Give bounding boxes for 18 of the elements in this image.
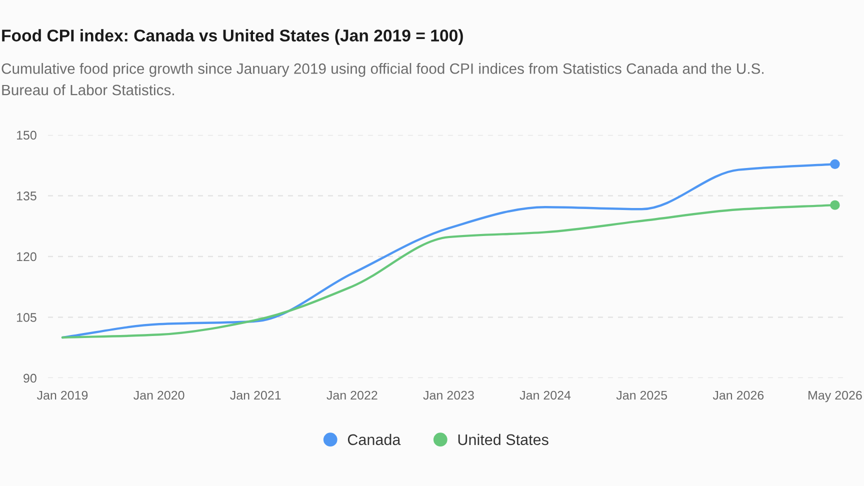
x-tick-label: Jan 2021	[230, 390, 281, 400]
x-tick-label: Jan 2019	[36, 390, 88, 400]
legend-label: Canada	[348, 434, 401, 446]
y-tick-label: 105	[16, 313, 36, 322]
chart-subtitle: Cumulative food price growth since January 2019 using official food CPI indices from Statistics Canada and the U.S. Bureau of Labor Statistics.	[2, 63, 764, 96]
x-tick-label: May 2026	[808, 390, 862, 402]
x-tick-label: Jan 2026	[712, 390, 764, 400]
x-tick-label: Jan 2020	[134, 390, 184, 400]
x-tick-label: Jan 2025	[616, 390, 668, 400]
chart-title: Food CPI index: Canada vs United States (Jan 2019 = 100)	[2, 29, 463, 45]
legend-label: United States	[458, 434, 548, 446]
x-tick-label: Jan 2024	[520, 390, 571, 400]
y-tick-label: 135	[16, 192, 36, 200]
y-tick-label: 90	[24, 374, 36, 383]
y-tick-label: 120	[16, 252, 36, 262]
y-tick-label: 150	[16, 130, 36, 140]
x-tick-label: Jan 2023	[423, 390, 474, 400]
x-tick-label: Jan 2022	[326, 390, 378, 400]
